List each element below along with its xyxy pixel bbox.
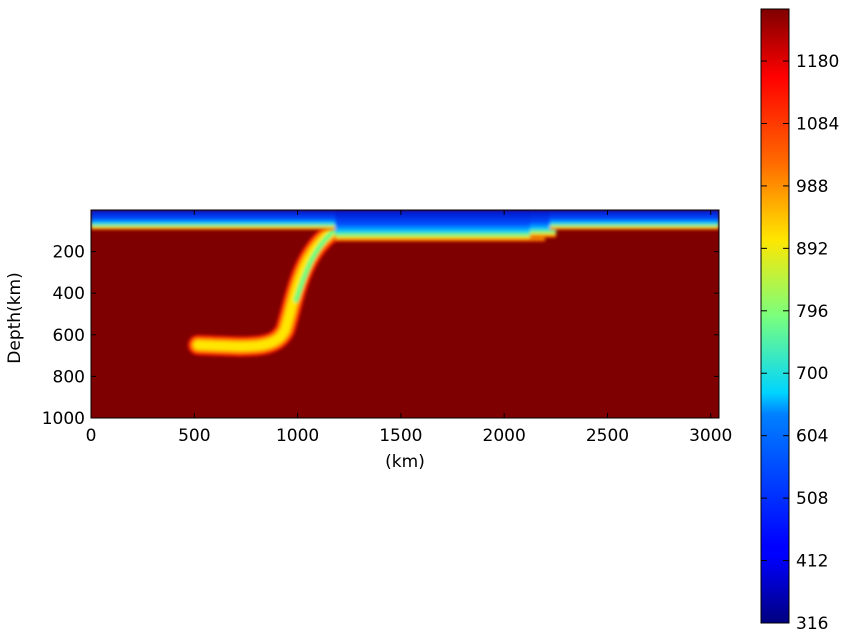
colorbar-gradient (760, 8, 790, 624)
x-axis: 0 500 1000 1500 2000 2500 3000 (86, 210, 732, 446)
x-tick-label: 1500 (379, 426, 422, 446)
subducting-slab (188, 218, 348, 357)
plot-frame (90, 209, 720, 419)
plot-area (91, 210, 719, 418)
y-tick-label: 800 (53, 367, 85, 387)
colorbar-tick-label: 1180 (796, 52, 839, 72)
y-tick-label: 600 (53, 326, 85, 346)
y-tick-label: 1000 (42, 409, 85, 429)
y-tick-label: 400 (53, 284, 85, 304)
colorbar-tick-label: 316 (796, 614, 828, 634)
colorbar-tick-label: 1084 (796, 114, 839, 134)
colorbar: 316 412 508 604 700 796 892 988 1084 1180 (760, 8, 839, 634)
x-tick-label: 0 (86, 426, 97, 446)
x-tick-label: 1000 (276, 426, 319, 446)
x-tick-label: 2000 (483, 426, 526, 446)
colorbar-tick-label: 508 (796, 489, 828, 509)
y-tick-label: 200 (53, 243, 85, 263)
colorbar-tick-label: 700 (796, 364, 828, 384)
y-axis-label: Depth(km) (5, 272, 25, 363)
mantle-background (91, 210, 719, 418)
x-axis-label: (km) (385, 452, 425, 472)
y-axis: 200 400 600 800 1000 (42, 243, 719, 429)
surface-lithosphere (91, 210, 719, 242)
x-tick-label: 500 (178, 426, 210, 446)
colorbar-tick-label: 796 (796, 302, 828, 322)
colorbar-tick-label: 604 (796, 427, 828, 447)
colorbar-tick-label: 412 (796, 552, 828, 572)
colorbar-tick-label: 892 (796, 239, 828, 259)
x-tick-label: 2500 (586, 426, 629, 446)
colorbar-ticks: 316 412 508 604 700 796 892 988 1084 1180 (761, 52, 839, 634)
x-tick-label: 3000 (689, 426, 732, 446)
colorbar-tick-label: 988 (796, 177, 828, 197)
